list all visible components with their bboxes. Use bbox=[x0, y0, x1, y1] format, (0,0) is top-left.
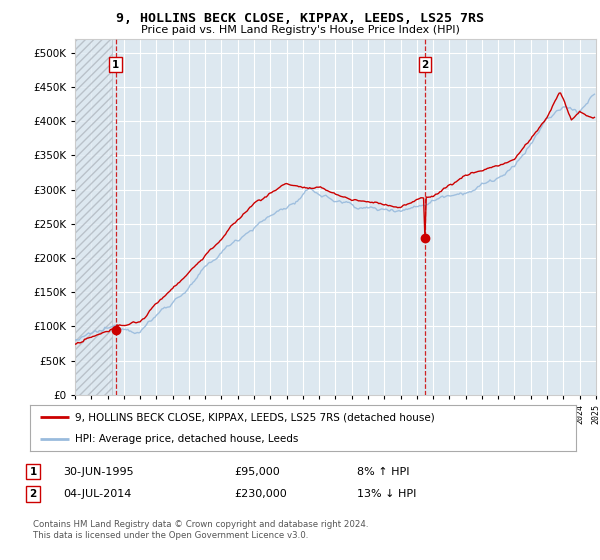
Text: 9, HOLLINS BECK CLOSE, KIPPAX, LEEDS, LS25 7RS (detached house): 9, HOLLINS BECK CLOSE, KIPPAX, LEEDS, LS… bbox=[75, 412, 434, 422]
Text: HPI: Average price, detached house, Leeds: HPI: Average price, detached house, Leed… bbox=[75, 435, 298, 444]
Text: 04-JUL-2014: 04-JUL-2014 bbox=[63, 489, 131, 499]
Text: 1: 1 bbox=[112, 60, 119, 70]
Text: 13% ↓ HPI: 13% ↓ HPI bbox=[357, 489, 416, 499]
Text: 2: 2 bbox=[421, 60, 428, 70]
Text: Price paid vs. HM Land Registry's House Price Index (HPI): Price paid vs. HM Land Registry's House … bbox=[140, 25, 460, 35]
Bar bbox=[75, 39, 112, 395]
Text: 2: 2 bbox=[29, 489, 37, 499]
Text: 8% ↑ HPI: 8% ↑ HPI bbox=[357, 466, 409, 477]
Text: 1: 1 bbox=[29, 466, 37, 477]
Text: 30-JUN-1995: 30-JUN-1995 bbox=[63, 466, 134, 477]
Text: £95,000: £95,000 bbox=[234, 466, 280, 477]
Text: £230,000: £230,000 bbox=[234, 489, 287, 499]
Text: 9, HOLLINS BECK CLOSE, KIPPAX, LEEDS, LS25 7RS: 9, HOLLINS BECK CLOSE, KIPPAX, LEEDS, LS… bbox=[116, 12, 484, 25]
Text: Contains HM Land Registry data © Crown copyright and database right 2024.
This d: Contains HM Land Registry data © Crown c… bbox=[33, 520, 368, 540]
